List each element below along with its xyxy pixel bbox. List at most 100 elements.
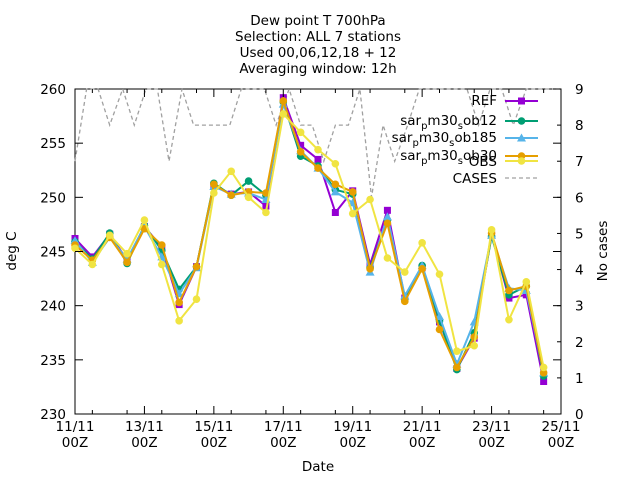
data-point (331, 209, 339, 216)
data-point (71, 244, 79, 253)
series-line (74, 111, 545, 368)
x-axis-ticks: 11/1100Z13/1100Z15/1100Z17/1100Z19/1100Z… (56, 89, 580, 451)
data-point (453, 347, 461, 355)
data-point (366, 195, 374, 204)
data-point (539, 369, 548, 377)
data-point (383, 206, 391, 214)
data-point (244, 193, 253, 202)
data-point (418, 265, 426, 273)
data-point (348, 209, 357, 218)
title-line: Selection: ALL 7 stations (235, 29, 401, 45)
legend-label-part: p (412, 138, 418, 149)
y2-axis-ticks: 0 1 2 3 4 5 6 7 8 9 (557, 82, 584, 423)
data-point (383, 254, 392, 262)
y-tick-label: 260 (40, 82, 66, 98)
y-axis-ticks: 230 235 240 245 250 255 260 (40, 82, 561, 423)
data-point (297, 141, 305, 149)
data-point (262, 208, 270, 217)
y2-tick-label: 2 (575, 335, 584, 351)
data-point (348, 188, 357, 196)
legend-label-part: s (458, 156, 463, 167)
data-point (262, 189, 270, 197)
legend-label-part: sar (400, 148, 421, 164)
x-tick-label-date: 17/11 (264, 419, 303, 435)
y-tick-label: 235 (40, 353, 66, 369)
data-point (435, 312, 444, 320)
data-point (192, 295, 201, 303)
data-point (314, 164, 322, 172)
data-point (418, 239, 426, 247)
y-axis-label: deg C (4, 231, 20, 270)
data-point (435, 270, 444, 279)
legend-entry-label: sarpm30sob185 (392, 130, 497, 149)
y2-tick-label: 1 (575, 371, 584, 387)
legend-entry-label: sarpm30sob12 (400, 113, 497, 132)
data-point (296, 128, 305, 137)
x-tick-label-time: 00Z (339, 435, 365, 451)
data-point (210, 180, 218, 189)
legend-label-part: s (458, 121, 463, 132)
data-point (88, 260, 97, 269)
data-point (262, 202, 270, 210)
data-point (314, 155, 322, 163)
data-point (522, 278, 531, 286)
data-point (331, 180, 340, 189)
data-point (314, 145, 322, 154)
title-line: Averaging window: 12h (239, 61, 396, 77)
y2-axis-label: No cases (595, 221, 611, 282)
plot-series (70, 86, 561, 385)
legend-label-part: sar (400, 113, 421, 129)
y-tick-label: 240 (40, 299, 66, 315)
y2-tick-label: 7 (575, 154, 584, 170)
y2-tick-label: 5 (575, 226, 584, 242)
data-point (192, 262, 201, 271)
data-point (123, 258, 131, 267)
data-point (400, 297, 409, 306)
y2-tick-label: 9 (575, 82, 584, 98)
data-point (470, 341, 479, 350)
legend-label-part: ob12 (463, 113, 497, 129)
title-line: Dew point T 700hPa (250, 13, 385, 29)
x-tick-label-date: 11/11 (56, 419, 95, 435)
x-tick-label-date: 15/11 (194, 419, 233, 435)
data-point (435, 325, 444, 334)
data-point (539, 363, 548, 372)
data-point (383, 219, 392, 228)
x-tick-label-time: 00Z (548, 435, 574, 451)
x-tick-label-time: 00Z (478, 435, 504, 451)
legend-label-part: sar (392, 130, 413, 146)
title-line: Used 00,06,12,18 + 12 (240, 45, 397, 61)
data-point (331, 159, 340, 168)
legend-label-part: p (421, 121, 427, 132)
data-point (123, 249, 131, 258)
series-line (74, 96, 545, 373)
data-point (366, 265, 374, 273)
data-point (400, 268, 409, 276)
x-tick-label-date: 19/11 (333, 419, 372, 435)
data-point (517, 157, 526, 165)
data-point (505, 315, 513, 324)
y-tick-label: 250 (40, 190, 66, 206)
x-tick-label-date: 21/11 (403, 419, 442, 435)
data-point (505, 286, 513, 295)
y2-tick-label: 8 (575, 118, 584, 134)
series-obs (71, 110, 548, 372)
legend-label-part: p (421, 156, 427, 167)
data-point (382, 212, 392, 221)
legend-label-part: s (449, 138, 454, 149)
y-tick-label: 255 (40, 136, 66, 152)
y-tick-label: 245 (40, 245, 66, 261)
data-point (175, 317, 183, 325)
data-point (279, 97, 288, 105)
data-point (279, 110, 288, 118)
data-point (210, 189, 218, 197)
legend-entry-label: OBS (469, 154, 497, 170)
y2-tick-label: 4 (575, 263, 584, 279)
y2-tick-label: 3 (575, 299, 584, 315)
x-tick-label-time: 00Z (62, 435, 88, 451)
data-point (517, 133, 526, 142)
legend-entry-label: REF (471, 93, 497, 109)
